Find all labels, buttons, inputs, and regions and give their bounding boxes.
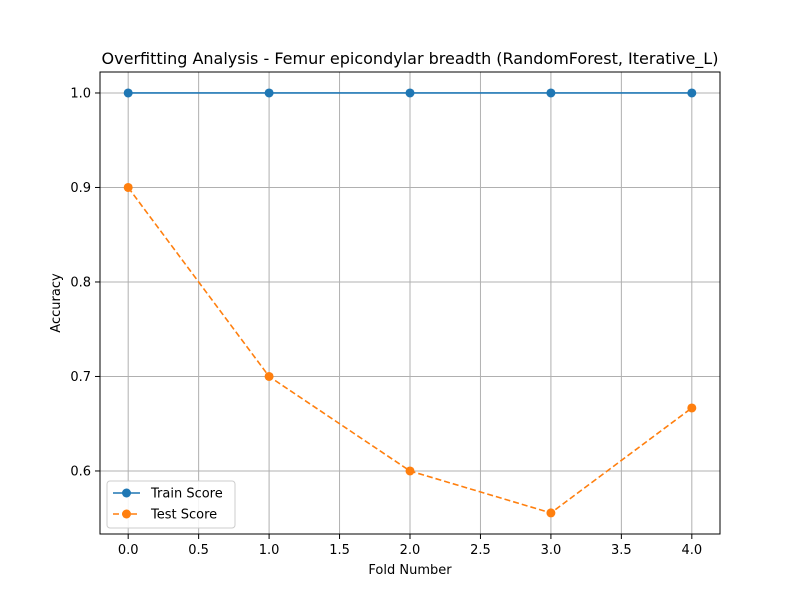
- series-2-point: [546, 508, 556, 518]
- x-tick-label: 1.0: [259, 543, 280, 558]
- x-tick-label: 4.0: [681, 543, 702, 558]
- y-tick-label: 0.9: [70, 181, 91, 196]
- x-tick-label: 2.0: [400, 543, 421, 558]
- y-tick-label: 0.8: [70, 275, 91, 290]
- x-axis-label: Fold Number: [368, 563, 452, 578]
- legend-swatch-marker: [122, 509, 131, 519]
- y-tick-label: 1.0: [70, 86, 91, 101]
- x-tick-label: 2.5: [470, 543, 491, 558]
- series-2-point: [687, 403, 697, 413]
- y-tick-label: 0.6: [70, 464, 91, 479]
- chart-title: Overfitting Analysis - Femur epicondylar…: [102, 49, 719, 69]
- x-tick-label: 3.5: [611, 543, 632, 558]
- legend-entry-label: Train Score: [150, 487, 223, 502]
- series-2-point: [264, 371, 274, 381]
- x-tick-label: 0.0: [118, 543, 139, 558]
- x-tick-label: 0.5: [188, 543, 209, 558]
- legend: Train Score Test Score: [106, 480, 236, 529]
- x-axis-ticks: 0.0 0.5 1.0 1.5 2.0 2.5 3.0 3.5 4.0: [118, 534, 702, 558]
- x-tick-label: 3.0: [541, 543, 562, 558]
- series-1-point: [264, 88, 274, 98]
- x-tick-label: 1.5: [329, 543, 350, 558]
- series-1-point: [546, 88, 556, 98]
- legend-swatch-marker: [122, 488, 131, 498]
- y-tick-label: 0.7: [70, 370, 91, 385]
- series-2-point: [405, 466, 415, 476]
- series-1-point: [405, 88, 415, 98]
- series-1-point: [123, 88, 133, 98]
- y-axis-ticks: 0.6 0.7 0.8 0.9 1.0: [70, 86, 100, 479]
- legend-entry-label: Test Score: [150, 508, 217, 523]
- series-2-point: [123, 182, 133, 192]
- series-layer: [123, 88, 697, 518]
- y-axis-label: Accuracy: [49, 273, 64, 333]
- series-1-point: [687, 88, 697, 98]
